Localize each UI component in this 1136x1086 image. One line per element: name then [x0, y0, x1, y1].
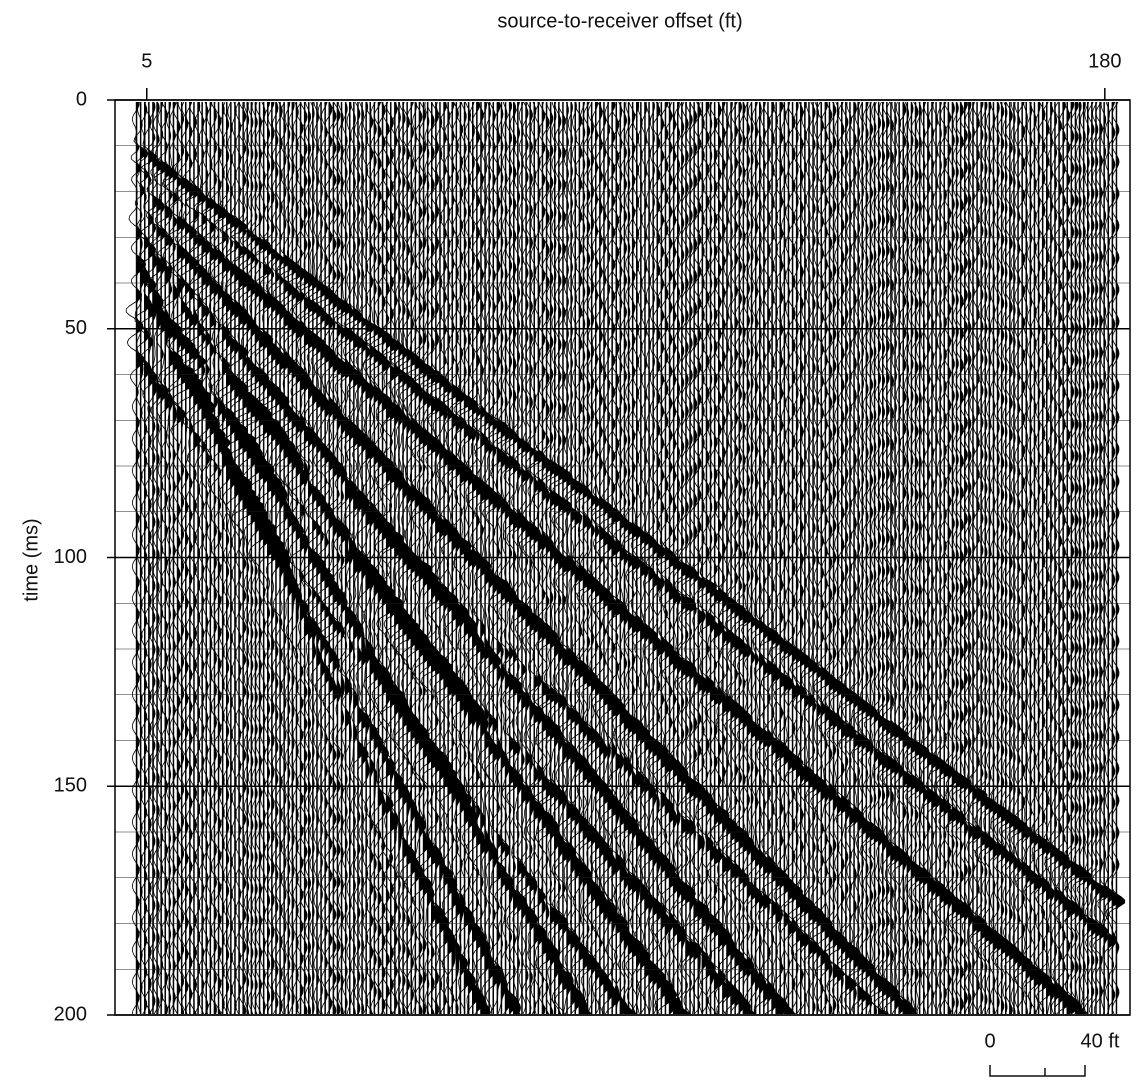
trace-fill — [533, 102, 545, 1014]
y-tick-label: 200 — [54, 1003, 87, 1025]
trace-fill — [574, 102, 585, 1014]
trace-fill — [984, 102, 995, 1014]
trace-fill — [1091, 102, 1101, 1014]
trace-fill — [160, 102, 171, 1014]
y-tick-label: 0 — [76, 88, 87, 110]
trace-fill — [221, 102, 233, 1014]
trace-fill — [381, 102, 395, 1014]
trace-fill — [426, 102, 440, 1014]
trace-fill — [787, 102, 796, 1014]
y-tick-label: 50 — [65, 317, 87, 339]
trace-fill — [217, 102, 230, 1014]
trace-fill — [656, 102, 668, 1014]
trace-fill — [365, 102, 375, 1014]
trace-fill — [705, 102, 717, 1014]
trace-fill — [1095, 102, 1105, 1014]
trace-fill — [226, 102, 236, 1014]
trace-fill — [135, 102, 146, 1014]
trace-fill — [377, 102, 389, 1014]
trace-fill — [500, 102, 512, 1014]
trace-fill — [853, 102, 863, 1014]
trace-fill — [1115, 102, 1125, 1014]
scale-bar-label: 0 — [984, 1030, 995, 1052]
trace-fill — [615, 102, 628, 1014]
trace-fill — [841, 102, 851, 1014]
trace-fill — [234, 102, 247, 1014]
trace-fill — [935, 102, 946, 1014]
trace-fill — [857, 102, 868, 1014]
y-tick-label: 100 — [54, 546, 87, 568]
trace-fill — [344, 102, 356, 1014]
trace-fill — [939, 102, 949, 1014]
trace-fill — [488, 102, 499, 1014]
scale-bar-label: 40 ft — [1081, 1030, 1120, 1052]
trace-fill — [672, 102, 683, 1014]
trace-fill — [258, 102, 272, 1014]
trace-fill — [139, 102, 148, 1014]
trace-fill — [763, 102, 774, 1014]
x-tick-label: 5 — [141, 50, 152, 72]
trace-fill — [681, 102, 692, 1014]
trace-fill — [722, 102, 732, 1014]
trace-fill — [320, 102, 331, 1014]
trace-fill — [262, 102, 276, 1014]
y-tick-label: 150 — [54, 775, 87, 797]
trace-fill — [836, 102, 848, 1014]
trace-fill — [783, 102, 794, 1014]
trace-fill — [291, 102, 302, 1014]
trace-fill — [193, 102, 205, 1014]
trace-fill — [775, 102, 784, 1014]
trace-fill — [299, 102, 312, 1014]
trace-fill — [1046, 102, 1056, 1014]
trace-fill — [172, 102, 183, 1014]
trace-fill — [385, 102, 399, 1014]
trace-fill — [886, 102, 897, 1014]
trace-fill — [607, 102, 619, 1014]
trace-fill — [435, 102, 448, 1014]
trace-fill — [750, 102, 760, 1014]
trace-fill — [496, 102, 509, 1014]
trace-fill — [931, 102, 940, 1014]
trace-fill — [340, 102, 351, 1014]
trace-fill — [369, 102, 379, 1014]
trace-fill — [529, 102, 540, 1014]
trace-fill — [230, 102, 242, 1014]
trace-fill — [890, 102, 901, 1014]
trace-fill — [1033, 102, 1043, 1014]
trace-fill — [213, 102, 226, 1014]
plot-frame — [114, 99, 1131, 1016]
trace-fill — [197, 102, 211, 1014]
trace-fill — [992, 102, 1001, 1014]
trace-fill — [894, 102, 905, 1014]
trace-fill — [373, 102, 384, 1014]
trace-fill — [1111, 102, 1123, 1014]
trace-fill — [484, 102, 494, 1014]
trace-fill — [611, 102, 623, 1014]
trace-fill — [1017, 102, 1027, 1014]
trace-fill — [1058, 102, 1070, 1014]
scale-bar — [989, 1065, 1086, 1077]
trace-fill — [439, 102, 452, 1014]
trace-fill — [943, 102, 955, 1014]
trace-fill — [504, 102, 516, 1014]
x-axis-label: source-to-receiver offset (ft) — [497, 10, 742, 32]
trace-fill — [882, 102, 893, 1014]
trace-fill — [791, 102, 803, 1014]
trace-fill — [779, 102, 790, 1014]
trace-fill — [1074, 102, 1086, 1014]
trace-fill — [144, 102, 152, 1014]
trace-fill — [1078, 102, 1089, 1014]
x-tick-label: 180 — [1088, 50, 1121, 72]
trace-fill — [677, 102, 689, 1014]
y-axis-label: time (ms) — [20, 518, 42, 601]
trace-fill — [422, 102, 436, 1014]
trace-fill — [250, 102, 264, 1014]
trace-fill — [189, 102, 202, 1014]
trace-fill — [185, 102, 198, 1014]
trace-fill — [603, 102, 615, 1014]
trace-fill — [254, 102, 268, 1014]
